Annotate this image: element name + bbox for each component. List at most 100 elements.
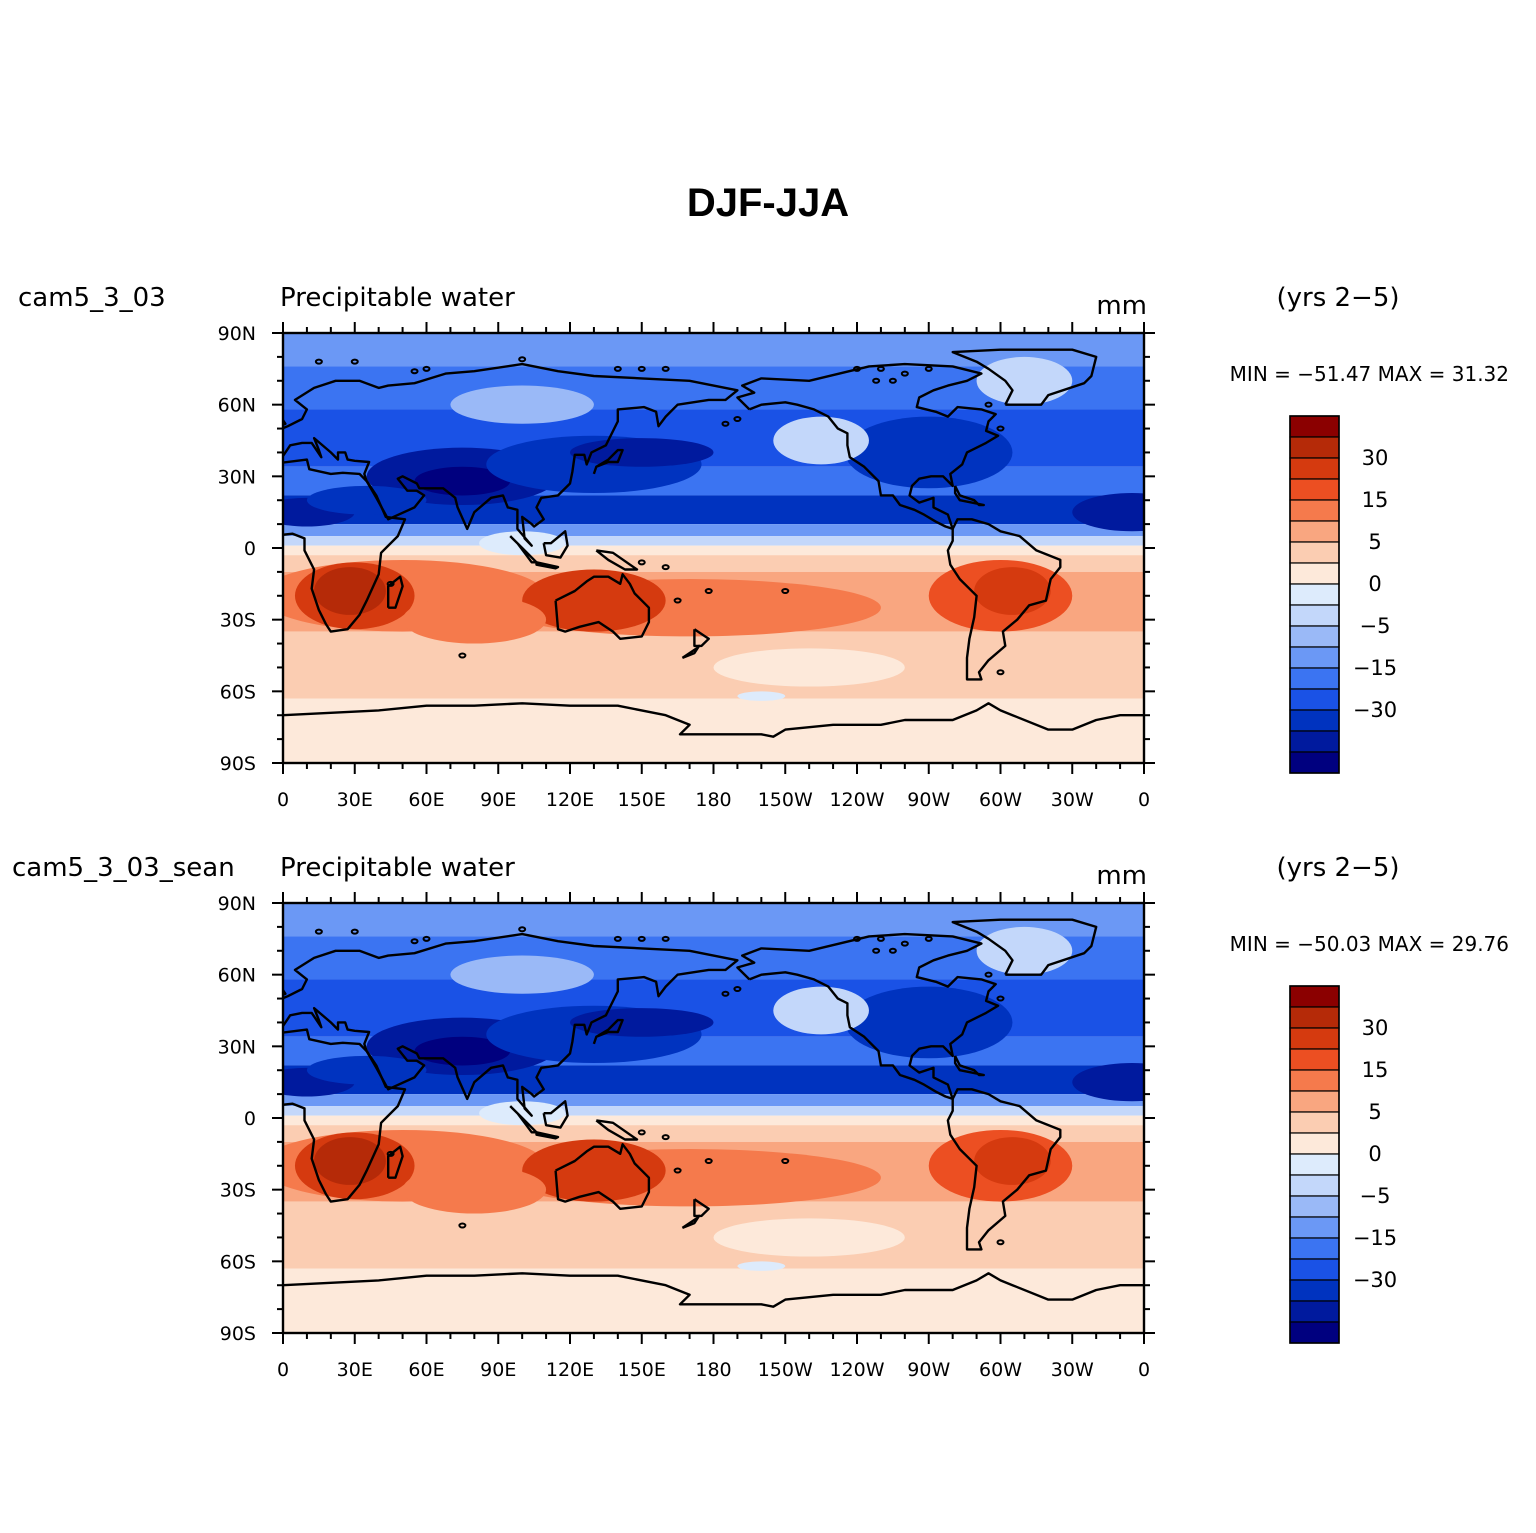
colorbar-swatch	[1289, 985, 1340, 1008]
island	[613, 935, 622, 942]
island	[386, 580, 395, 587]
colorbar-swatch	[1289, 646, 1340, 669]
coastline	[283, 988, 287, 996]
blob-north-america	[845, 416, 1013, 489]
coastline	[283, 1272, 1144, 1308]
x-tick-label: 30W	[1051, 1359, 1094, 1381]
x-tick-label: 30E	[337, 789, 373, 811]
coastlines	[283, 348, 1144, 738]
colorbar-swatch	[1289, 478, 1340, 501]
colorbar-swatch	[1289, 688, 1340, 711]
coastline	[542, 1100, 569, 1129]
band-southern-ocean	[283, 655, 1144, 699]
axis-ticks	[272, 322, 1155, 774]
island	[733, 416, 742, 422]
colorbar-label: −15	[1353, 1226, 1397, 1250]
band-equator-south	[283, 1115, 1144, 1126]
coastline	[951, 348, 1098, 406]
x-tick-label: 150E	[618, 1359, 666, 1381]
blob-greenland	[976, 926, 1073, 975]
colorbar-swatch	[1289, 625, 1340, 648]
island	[410, 938, 419, 945]
y-tick-label: 90S	[220, 1323, 256, 1345]
island	[900, 940, 909, 947]
coastline	[595, 1119, 639, 1141]
island	[637, 559, 646, 566]
x-tick-label: 60W	[979, 1359, 1022, 1381]
island	[721, 420, 730, 427]
colorbar-swatch	[1289, 1237, 1340, 1260]
coastline	[387, 575, 404, 609]
island	[721, 990, 730, 997]
island	[661, 1134, 670, 1141]
x-tick-label: 180	[695, 789, 731, 811]
years-label: (yrs 2−5)	[1276, 853, 1399, 883]
x-tick-label: 90W	[907, 1359, 950, 1381]
blob-siberia	[450, 955, 594, 994]
island	[704, 1158, 713, 1164]
y-tick-label: 0	[244, 538, 256, 560]
island	[458, 652, 467, 659]
blob-brazil	[974, 567, 1051, 615]
colorbar-label: 30	[1362, 446, 1389, 470]
island	[518, 356, 527, 363]
coastline	[283, 362, 739, 547]
x-tick-label: 120W	[829, 789, 884, 811]
colorbar-swatch	[1289, 415, 1340, 438]
coastline	[693, 1198, 710, 1218]
blob-red-sea	[306, 1055, 427, 1085]
colorbar-swatch	[1289, 1027, 1340, 1050]
coastline	[509, 535, 538, 564]
island	[924, 365, 933, 372]
x-tick-label: 180	[695, 1359, 731, 1381]
coastline	[946, 1088, 1062, 1251]
island	[458, 1222, 467, 1229]
coastline	[509, 1105, 538, 1134]
colorbar-swatch	[1289, 1321, 1340, 1344]
blob-indian-ocean	[402, 595, 547, 644]
coastline	[535, 1131, 560, 1140]
colorbar-swatch	[1289, 583, 1340, 606]
coastline	[946, 518, 1062, 681]
y-tick-label: 90N	[218, 323, 256, 345]
band-south-tropics	[283, 555, 1144, 572]
colorbar-swatch	[1289, 1069, 1340, 1092]
coastline	[283, 702, 1144, 738]
colorbar-swatch	[1289, 709, 1340, 732]
band-deep-tropics	[283, 524, 1144, 537]
blob-northeast-pacific	[773, 986, 869, 1035]
island	[996, 669, 1005, 676]
coastline	[283, 932, 739, 1117]
colorbar-swatch	[1289, 1111, 1340, 1134]
island	[410, 368, 419, 375]
coastline	[592, 1018, 624, 1045]
min-max-label: MIN = −51.47 MAX = 31.32	[1230, 362, 1509, 386]
y-tick-label: 30N	[218, 466, 256, 488]
blob-africa-core	[314, 567, 386, 615]
coastline	[693, 628, 710, 648]
colorbar-swatch	[1289, 1174, 1340, 1197]
y-tick-label: 60S	[220, 1251, 256, 1273]
colorbar-swatch	[1289, 457, 1340, 480]
y-tick-label: 60N	[218, 395, 256, 417]
colorbar-label: 15	[1362, 488, 1389, 512]
colorbar-label: −15	[1353, 656, 1397, 680]
blob-northeast-pacific	[773, 416, 869, 465]
island	[781, 588, 790, 594]
colorbar-frame	[1289, 985, 1340, 1344]
colorbar-swatch	[1289, 499, 1340, 522]
island	[422, 935, 431, 942]
blob-africa-core	[314, 1137, 386, 1185]
band-equator-south	[283, 545, 1144, 556]
island	[314, 928, 323, 935]
blob-atlantic	[1072, 493, 1144, 532]
coastline	[554, 573, 651, 640]
colorbar-swatch	[1289, 520, 1340, 543]
colorbar-swatch	[1289, 1195, 1340, 1218]
y-tick-label: 60S	[220, 681, 256, 703]
x-tick-label: 60E	[408, 1359, 444, 1381]
colorbar-swatch	[1289, 1153, 1340, 1176]
x-tick-label: 0	[1138, 1359, 1150, 1381]
colorbar-frame	[1289, 415, 1340, 774]
island	[996, 1239, 1005, 1246]
